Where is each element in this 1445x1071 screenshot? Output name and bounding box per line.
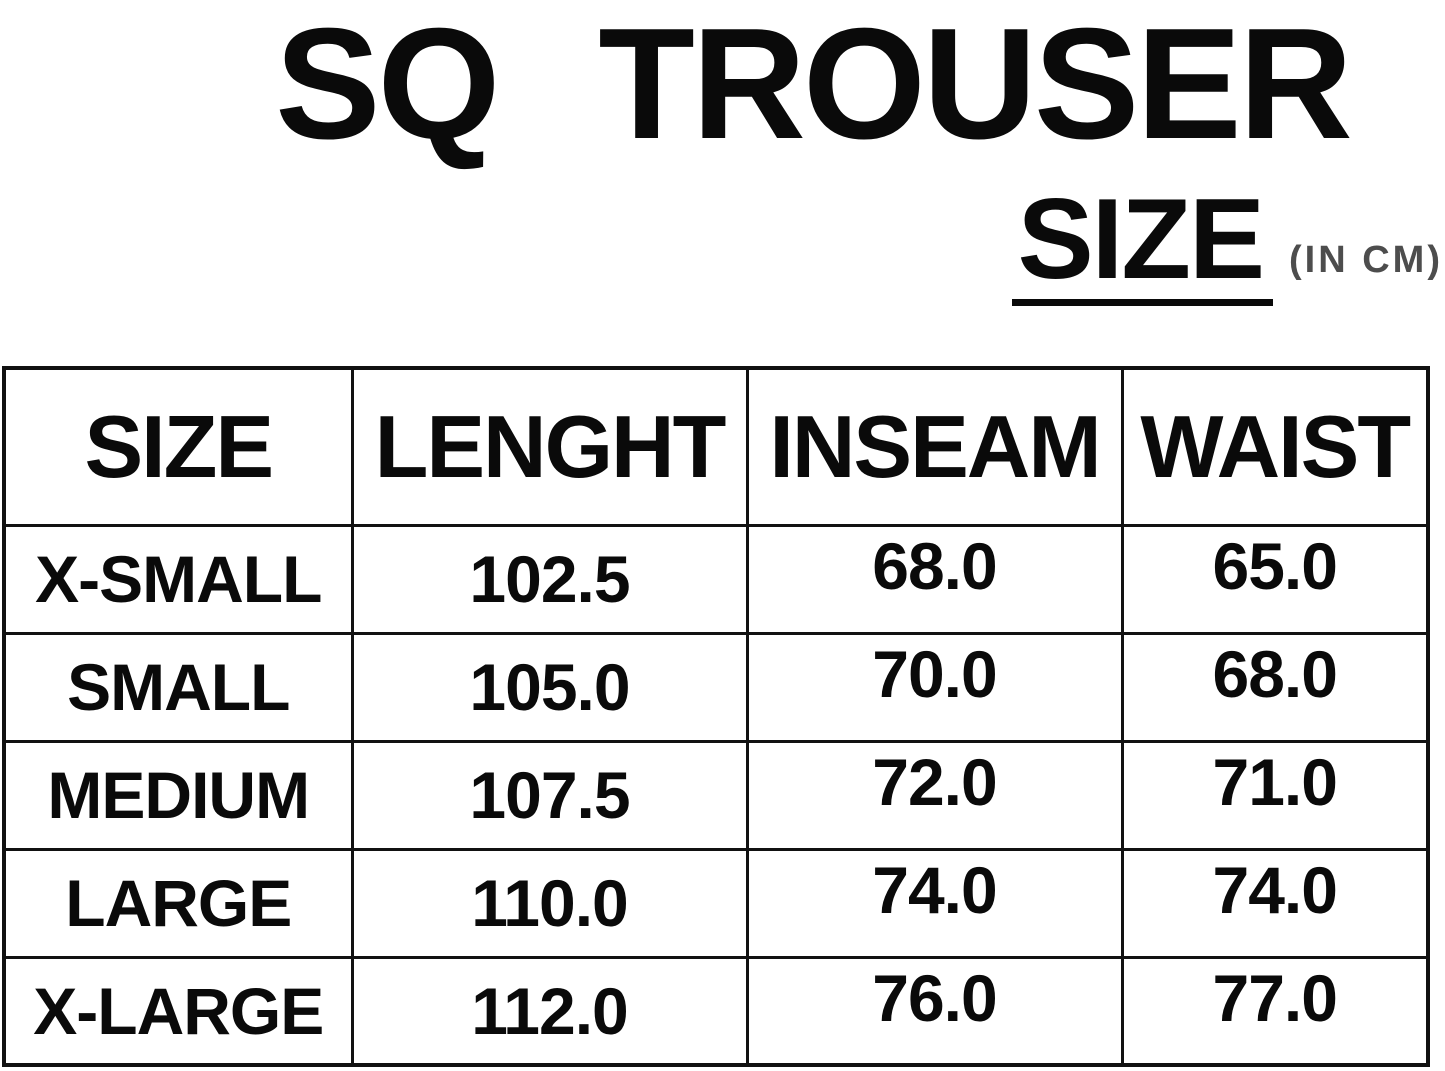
table-row-small: SMALL 105.0 70.0 68.0: [2, 631, 1430, 743]
size-heading: SIZE (IN CM): [1011, 183, 1443, 306]
waist-value: 65.0: [1120, 523, 1430, 635]
page-title: SQ TROUSER: [275, 0, 1353, 172]
lenght-value: 102.5: [350, 523, 749, 635]
waist-value: 74.0: [1120, 847, 1430, 959]
size-label: MEDIUM: [2, 739, 354, 851]
inseam-value: 76.0: [745, 955, 1124, 1067]
unit-note: (IN CM): [1289, 239, 1443, 281]
waist-value: 77.0: [1120, 955, 1430, 1067]
lenght-value: 107.5: [350, 739, 749, 851]
size-label: X-SMALL: [2, 523, 354, 635]
table-header-row: SIZE LENGHT INSEAM WAIST: [2, 366, 1430, 527]
column-header-size: SIZE: [2, 366, 354, 527]
inseam-value: 70.0: [745, 631, 1124, 743]
size-label: LARGE: [2, 847, 354, 959]
column-header-inseam: INSEAM: [745, 366, 1124, 527]
lenght-value: 110.0: [350, 847, 749, 959]
inseam-value: 72.0: [745, 739, 1124, 851]
table-row-large: LARGE 110.0 74.0 74.0: [2, 847, 1430, 959]
inseam-value: 74.0: [745, 847, 1124, 959]
size-heading-text: SIZE: [1011, 183, 1274, 306]
table-row-x-small: X-SMALL 102.5 68.0 65.0: [2, 523, 1430, 635]
table-row-medium: MEDIUM 107.5 72.0 71.0: [2, 739, 1430, 851]
column-header-waist: WAIST: [1120, 366, 1430, 527]
size-label: SMALL: [2, 631, 354, 743]
lenght-value: 112.0: [350, 955, 749, 1067]
column-header-lenght: LENGHT: [350, 366, 749, 527]
inseam-value: 68.0: [745, 523, 1124, 635]
table-row-x-large: X-LARGE 112.0 76.0 77.0: [2, 955, 1430, 1067]
waist-value: 68.0: [1120, 631, 1430, 743]
size-label: X-LARGE: [2, 955, 354, 1067]
waist-value: 71.0: [1120, 739, 1430, 851]
size-table: SIZE LENGHT INSEAM WAIST X-SMALL 102.5 6…: [2, 366, 1430, 1067]
lenght-value: 105.0: [350, 631, 749, 743]
